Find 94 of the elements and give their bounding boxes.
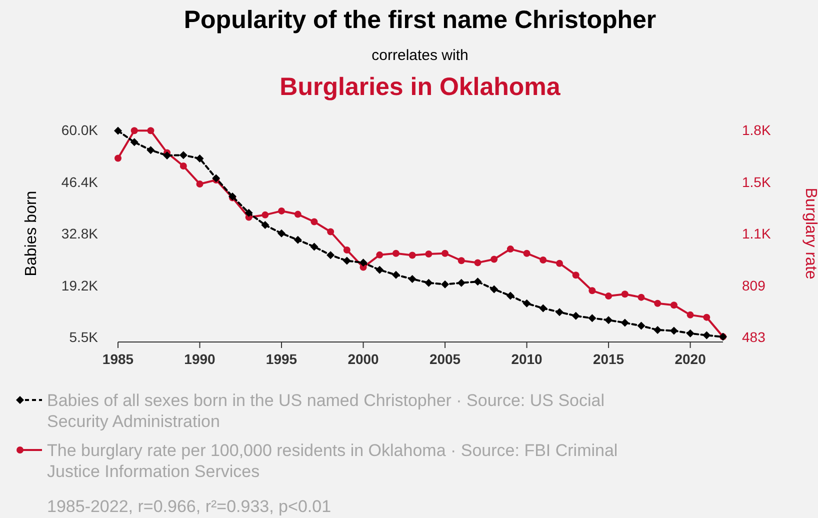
point [605, 292, 612, 300]
point [506, 246, 514, 253]
point [278, 229, 286, 238]
legend-label: Babies of all sexes born in the US named Christopher · Source: US Social Security Administration [47, 391, 604, 431]
point [376, 251, 384, 258]
point [130, 127, 138, 134]
y2-tick-label: 809 [742, 277, 766, 294]
y2-axis-title: Burglary rate [802, 188, 818, 280]
y-tick-label: 5.5K [69, 329, 99, 345]
point [474, 278, 482, 286]
point [540, 256, 547, 264]
point [654, 326, 662, 334]
point [326, 251, 335, 260]
point [588, 287, 596, 294]
x-tick-label: 1985 [102, 351, 134, 367]
x-tick-label: 2005 [429, 351, 461, 367]
point [442, 250, 449, 257]
point [342, 256, 351, 265]
point [310, 242, 318, 251]
point [490, 285, 498, 294]
point [556, 260, 563, 267]
point [147, 127, 154, 134]
y2-tick-label: 1.5K [742, 174, 772, 190]
x-tick-label: 2010 [511, 351, 543, 367]
point [703, 314, 710, 321]
y-tick-label: 60.0K [61, 122, 99, 138]
point [408, 252, 416, 259]
point [523, 250, 530, 257]
point [343, 246, 350, 254]
y2-tick-label: 1.8K [742, 122, 772, 138]
y-axis-title: Babies born [23, 190, 40, 276]
point [262, 211, 269, 218]
point [702, 331, 711, 340]
point [474, 259, 482, 266]
point [686, 311, 694, 318]
text: 1985-2022, r=0.966, r²=0.933, p<0.01 [47, 497, 332, 516]
point [539, 304, 548, 312]
point [522, 299, 531, 308]
x-tick-label: 1990 [184, 351, 216, 367]
point [604, 316, 613, 324]
point [670, 302, 678, 309]
point [620, 318, 629, 327]
point [458, 257, 465, 264]
y-tick-label: 46.4K [61, 174, 99, 190]
point [654, 300, 662, 307]
y-tick-label: 19.2K [61, 277, 99, 294]
y-tick-label: 32.8K [61, 226, 99, 242]
point [114, 154, 122, 162]
point [506, 292, 514, 300]
point [261, 221, 270, 230]
point [327, 228, 334, 236]
point [408, 275, 416, 284]
point [212, 174, 220, 182]
point [146, 146, 155, 154]
point [457, 278, 466, 287]
point [555, 308, 564, 316]
point [621, 290, 628, 298]
x-tick-label: 2020 [674, 351, 706, 367]
point [588, 314, 596, 322]
point [392, 250, 400, 257]
point [196, 180, 204, 188]
x-tick-label: 2015 [592, 351, 624, 367]
chart-subtitle: correlates with [372, 47, 468, 64]
point [572, 312, 580, 320]
point [180, 162, 187, 170]
legend-label: The burglary rate per 100,000 residents in Oklahoma · Source: FBI Criminal Justice Information Services [47, 441, 618, 481]
point [572, 272, 580, 279]
point [638, 294, 645, 301]
point [179, 151, 188, 160]
text: Burglaries in Oklahoma [280, 73, 562, 101]
x-tick-label: 2000 [348, 351, 380, 367]
point [490, 256, 498, 263]
point [424, 278, 433, 287]
point [359, 258, 368, 267]
point [441, 280, 450, 288]
y2-tick-label: 1.1K [742, 226, 772, 242]
point [294, 236, 302, 244]
chart-title: Popularity of the first name Christopher [184, 6, 656, 34]
point [196, 154, 204, 163]
point [425, 250, 432, 258]
point [310, 218, 318, 226]
point [294, 210, 302, 218]
point [670, 326, 678, 335]
point [278, 207, 286, 214]
point [114, 126, 122, 135]
point [376, 266, 384, 274]
point [130, 138, 138, 146]
point [637, 322, 646, 330]
y2-tick-label: 483 [742, 329, 766, 345]
x-tick-label: 1995 [266, 351, 298, 367]
point [244, 208, 253, 217]
point [392, 270, 400, 279]
point [686, 329, 694, 338]
point [163, 151, 172, 160]
